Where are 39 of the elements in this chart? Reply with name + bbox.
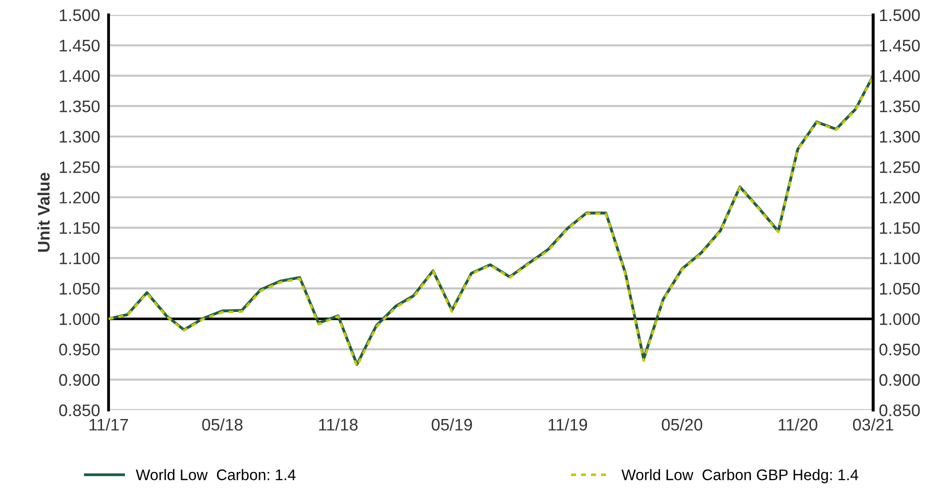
y-tick-label: 1.150 <box>60 222 100 234</box>
y-tick-label: 1.500 <box>60 9 100 22</box>
x-tick-label: 11/17 <box>90 418 128 431</box>
y2-tick-label: 0.850 <box>879 404 920 416</box>
y-tick-label: 1.400 <box>60 70 100 82</box>
y-tick-label: 1.250 <box>60 161 100 174</box>
x-tick-label: 11/20 <box>778 418 818 431</box>
y-tick-label: 1.350 <box>60 100 100 112</box>
x-tick-label: 03/21 <box>853 418 894 431</box>
y-tick-label: 0.850 <box>59 404 100 416</box>
x-tick-label: 05/18 <box>202 418 243 431</box>
y-tick-label: 1.000 <box>60 313 100 326</box>
y-tick-label: 1.100 <box>60 252 100 264</box>
x-tick-label: 11/19 <box>548 418 588 431</box>
y2-tick-label: 1.300 <box>880 130 920 143</box>
y2-tick-label: 0.900 <box>879 374 920 386</box>
y-tick-label: 0.900 <box>59 374 100 386</box>
y-axis-title: Unit Value <box>37 172 50 252</box>
y2-tick-label: 1.200 <box>880 192 920 204</box>
legend-label: World Low Carbon GBP Hedg: 1.4 <box>621 469 858 484</box>
y2-tick-label: 1.450 <box>880 40 920 52</box>
y2-tick-label: 1.400 <box>880 70 920 82</box>
y2-tick-label: 1.250 <box>880 161 920 174</box>
y-tick-label: 1.050 <box>60 282 100 295</box>
y2-tick-label: 1.350 <box>880 100 920 112</box>
legend-label: World Low Carbon: 1.4 <box>136 469 296 480</box>
x-tick-label: 05/19 <box>432 418 472 431</box>
x-tick-label: 05/20 <box>662 418 702 431</box>
y2-tick-label: 1.500 <box>880 9 920 22</box>
y2-tick-label: 1.150 <box>880 222 920 234</box>
y-tick-label: 0.950 <box>59 344 100 356</box>
y-tick-label: 1.300 <box>60 130 100 143</box>
y2-tick-label: 1.000 <box>880 313 920 326</box>
y-tick-label: 1.200 <box>60 192 100 204</box>
y-tick-label: 1.450 <box>60 40 100 52</box>
y2-tick-label: 1.100 <box>880 252 920 264</box>
y2-tick-label: 1.050 <box>880 282 920 295</box>
y2-tick-label: 0.950 <box>879 344 920 356</box>
x-tick-label: 11/18 <box>319 418 358 431</box>
